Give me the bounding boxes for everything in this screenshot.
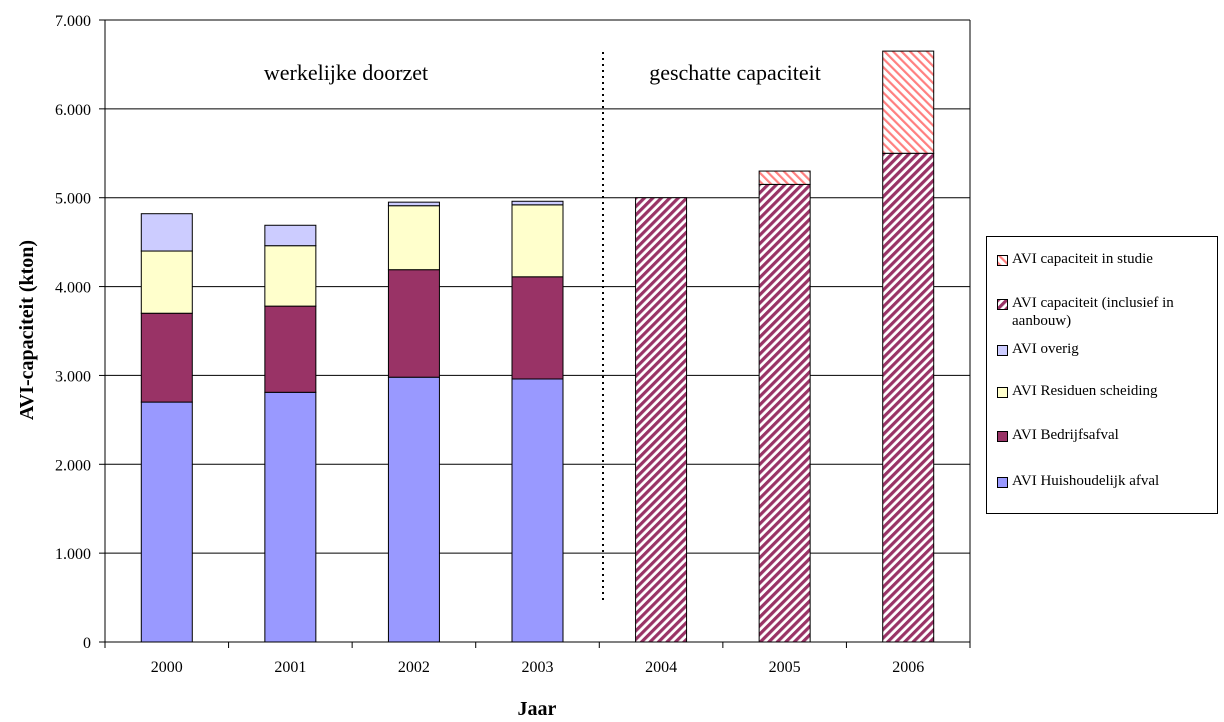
bar-segment-2006-series-4 (882, 152, 935, 643)
bar-segment-2006-series-5 (882, 50, 935, 154)
x-tick-label: 2004 (645, 659, 677, 676)
bar-segment-2000-series-3 (140, 213, 193, 252)
bar-segment-2005-series-4 (758, 183, 811, 643)
y-tick-label: 2.000 (55, 457, 91, 474)
y-tick-label: 0 (83, 635, 91, 652)
bar-segment-2002-series-1 (387, 269, 440, 378)
x-tick-label: 2002 (398, 659, 430, 676)
y-tick-label: 4.000 (55, 280, 91, 297)
legend-swatch-studie (997, 253, 1008, 266)
bar-segment-2000-series-0 (140, 401, 193, 643)
bar-segment-2001-series-3 (264, 224, 317, 247)
bar-segment-2001-series-2 (264, 245, 317, 307)
bar-segment-2000-series-1 (140, 312, 193, 403)
bar-segment-2000-series-2 (140, 250, 193, 314)
x-tick-label: 2001 (274, 659, 306, 676)
x-tick-label: 2006 (892, 659, 924, 676)
bar-segment-2004-series-4 (635, 197, 688, 643)
legend-swatch-inclusief-aanbouw (997, 297, 1008, 310)
legend-label: AVI capaciteit (inclusief in aanbouw) (1012, 295, 1174, 329)
bar-segment-2003-series-1 (511, 276, 564, 380)
y-tick-label: 3.000 (55, 368, 91, 385)
legend-swatch-residuen (997, 385, 1008, 398)
x-tick-label: 2003 (522, 659, 554, 676)
y-axis-label: AVI-capaciteit (kton) (16, 240, 38, 420)
bar-segment-2002-series-2 (387, 205, 440, 271)
y-tick-labels: 0 1.000 2.000 3.000 4.000 5.000 6.000 7.000 (55, 13, 91, 652)
bar-segment-2003-series-0 (511, 378, 564, 643)
x-axis-label: Jaar (518, 698, 557, 720)
legend-swatch-overig (997, 343, 1008, 356)
bars (140, 50, 935, 643)
annotation-werkelijke-doorzet: werkelijke doorzet (264, 60, 428, 85)
x-tick-labels: 2000 2001 2002 2003 2004 2005 2006 (151, 659, 924, 676)
bar-segment-2005-series-5 (758, 170, 811, 185)
bar-segment-2002-series-3 (387, 201, 440, 207)
y-tick-label: 5.000 (55, 191, 91, 208)
x-tick-label: 2005 (769, 659, 801, 676)
y-tick-label: 1.000 (55, 546, 91, 563)
legend-label: AVI Huishoudelijk afval (1012, 473, 1160, 489)
y-tick-label: 7.000 (55, 13, 91, 30)
bar-segment-2002-series-0 (387, 376, 440, 643)
legend: AVI capaciteit in studie AVI capaciteit … (986, 236, 1218, 514)
legend-label: AVI overig (1012, 341, 1079, 357)
legend-label: AVI capaciteit in studie (1012, 251, 1153, 267)
bar-segment-2001-series-0 (264, 391, 317, 643)
annotation-geschatte-capaciteit: geschatte capaciteit (649, 60, 821, 85)
bar-segment-2001-series-1 (264, 305, 317, 393)
legend-label: AVI Residuen scheiding (1012, 383, 1158, 399)
bar-segment-2003-series-2 (511, 204, 564, 278)
axes (99, 19, 971, 648)
x-tick-label: 2000 (151, 659, 183, 676)
legend-swatch-huishoudelijk (997, 475, 1008, 488)
legend-label: AVI Bedrijfsafval (1012, 427, 1119, 443)
legend-swatch-bedrijfsafval (997, 429, 1008, 442)
y-tick-label: 6.000 (55, 102, 91, 119)
bar-segment-2003-series-3 (511, 200, 564, 206)
